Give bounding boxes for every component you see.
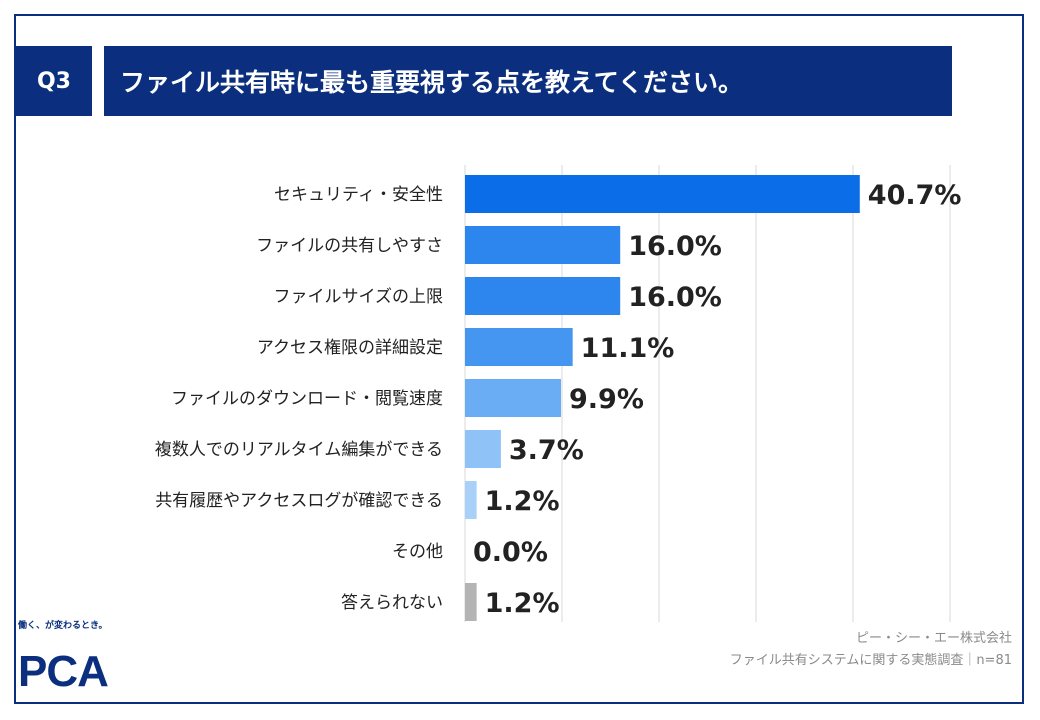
category-label: アクセス権限の詳細設定 (257, 338, 443, 358)
footer: ピー・シー・エー株式会社 ファイル共有システムに関する実態調査｜n=81 (730, 628, 1012, 672)
bar (465, 583, 477, 621)
bar (465, 379, 562, 417)
question-number-badge: Q3 (16, 46, 92, 116)
value-label: 3.7% (509, 435, 584, 466)
slide-frame: Q3 ファイル共有時に最も重要視する点を教えてください。 (14, 14, 1024, 704)
category-label: 共有履歴やアクセスログが確認できる (155, 491, 443, 511)
value-label: 9.9% (569, 384, 644, 415)
category-label: その他 (392, 542, 443, 562)
footer-survey-info: ファイル共有システムに関する実態調査｜n=81 (729, 653, 1012, 668)
brand-tagline: 働く、が変わるとき。 (18, 621, 108, 631)
bar (465, 328, 573, 366)
svg-text:PCA: PCA (18, 647, 108, 692)
category-label: 複数人でのリアルタイム編集ができる (155, 440, 443, 460)
bar (465, 481, 477, 519)
category-label: セキュリティ・安全性 (274, 185, 443, 205)
category-label: ファイルのダウンロード・閲覧速度 (171, 389, 443, 409)
category-label: ファイルの共有しやすさ (256, 236, 443, 256)
bar (465, 226, 621, 264)
bar (465, 277, 621, 315)
question-title: ファイル共有時に最も重要視する点を教えてください。 (120, 68, 744, 97)
bar (465, 175, 860, 213)
question-title-bar: ファイル共有時に最も重要視する点を教えてください。 (92, 46, 952, 116)
footer-company: ピー・シー・エー株式会社 (855, 631, 1012, 646)
value-label: 1.2% (485, 486, 560, 517)
value-label: 11.1% (581, 333, 675, 364)
value-label: 0.0% (473, 537, 548, 568)
category-label: ファイルサイズの上限 (274, 287, 444, 307)
pca-logo: PCA (18, 647, 109, 692)
value-label: 16.0% (628, 231, 722, 262)
value-label: 40.7% (868, 180, 962, 211)
value-label: 16.0% (628, 282, 722, 313)
value-label: 1.2% (485, 588, 560, 619)
category-label: 答えられない (341, 593, 443, 613)
bar (465, 430, 501, 468)
